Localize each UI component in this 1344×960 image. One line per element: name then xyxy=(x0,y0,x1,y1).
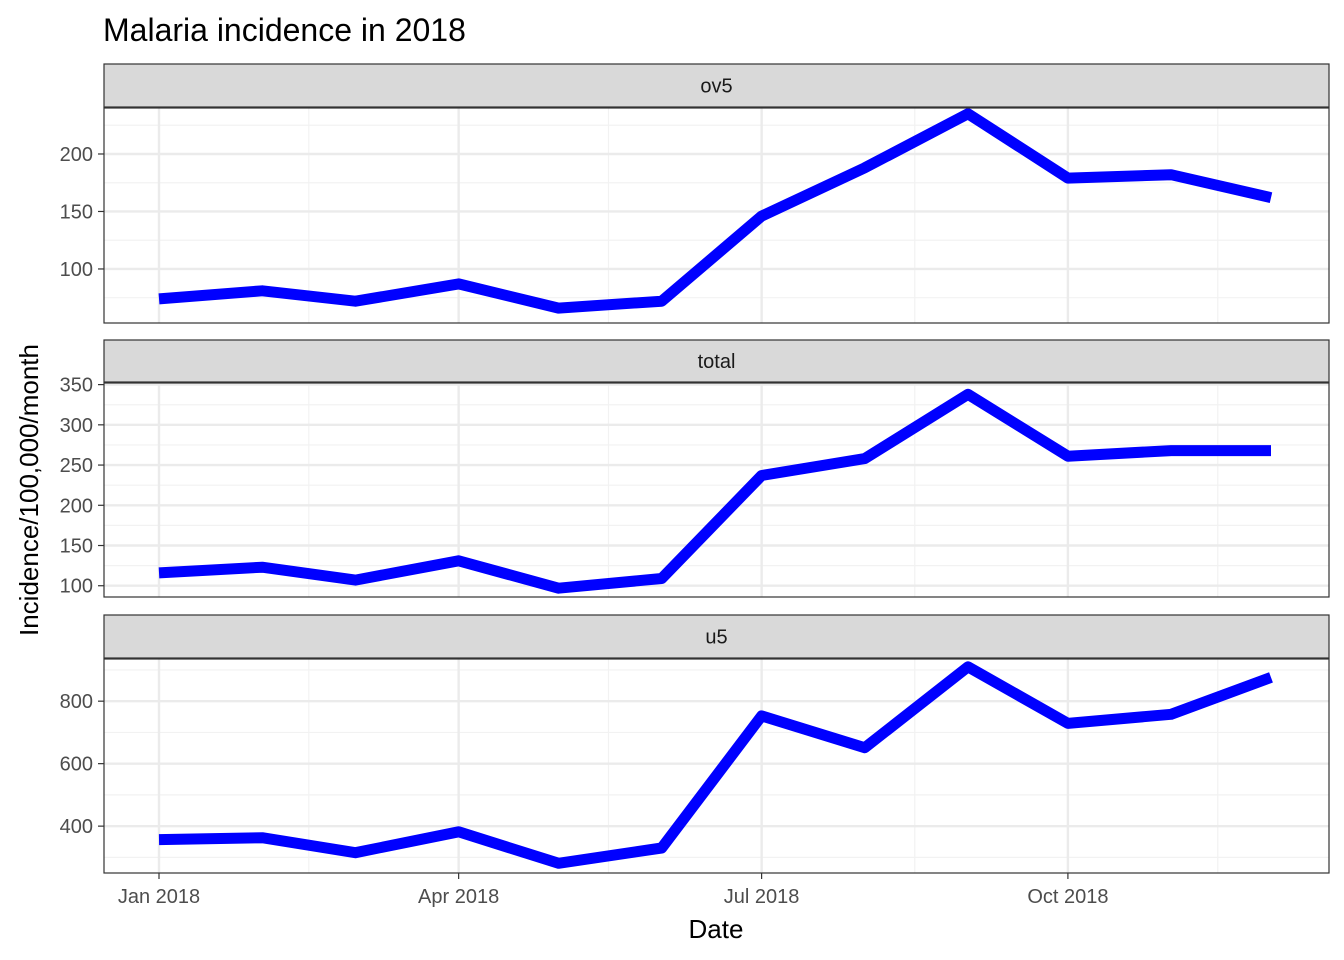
panel-border xyxy=(103,658,1330,874)
facet-ov5: ov5 100 150 200 xyxy=(60,63,1330,324)
panel-border xyxy=(103,382,1330,598)
y-tick-label: 350 xyxy=(60,375,93,397)
panel-background xyxy=(104,383,1329,597)
y-tick-label: 200 xyxy=(60,144,93,166)
facet-total: total 100 150 200 250 300 350 xyxy=(60,339,1330,598)
x-axis-title: Date xyxy=(689,914,744,944)
facet-strip xyxy=(103,614,1330,659)
facet-panels: ov5 100 150 200 total 100 150 200 250 300 350 u5 400… xyxy=(60,63,1330,874)
x-tick-label: Oct 2018 xyxy=(1027,886,1108,908)
panel-background xyxy=(104,108,1329,323)
y-tick-label: 300 xyxy=(60,415,93,437)
series-line-ov5 xyxy=(158,108,1273,314)
facet-strip-label: total xyxy=(698,351,736,373)
y-tick-label: 200 xyxy=(60,495,93,517)
facet-strip-label: ov5 xyxy=(700,76,732,98)
facet-strip xyxy=(103,63,1330,108)
y-tick-label: 100 xyxy=(60,259,93,281)
y-axis-title: Incidence/100,000/month xyxy=(14,344,44,636)
y-tick-label: 150 xyxy=(60,536,93,558)
x-tick-label: Jan 2018 xyxy=(118,886,200,908)
panel-background xyxy=(104,659,1329,873)
series-line-u5 xyxy=(158,661,1273,869)
facet-strip-label: u5 xyxy=(705,627,727,649)
y-tick-label: 800 xyxy=(60,691,93,713)
y-tick-label: 150 xyxy=(60,201,93,223)
x-tick-label: Apr 2018 xyxy=(418,886,499,908)
x-axis: Jan 2018 Apr 2018 Jul 2018 Oct 2018 xyxy=(118,873,1108,908)
y-tick-label: 100 xyxy=(60,576,93,598)
y-tick-label: 250 xyxy=(60,455,93,477)
facet-strip xyxy=(103,339,1330,383)
y-tick-label: 400 xyxy=(60,816,93,838)
y-tick-label: 600 xyxy=(60,754,93,776)
x-tick-label: Jul 2018 xyxy=(724,886,800,908)
chart-title: Malaria incidence in 2018 xyxy=(103,12,466,48)
panel-border xyxy=(103,107,1330,324)
facet-u5: u5 400 600 800 xyxy=(60,614,1330,874)
series-line-total xyxy=(158,388,1271,594)
